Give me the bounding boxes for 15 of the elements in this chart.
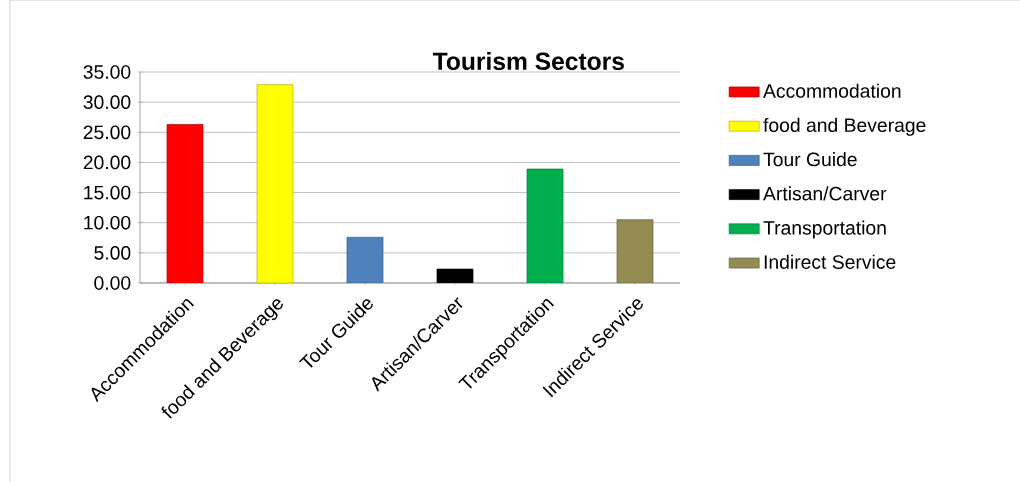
y-tick-label: 30.00 [83, 95, 131, 109]
legend-label: Indirect Service [764, 254, 896, 269]
legend-label: Accommodation [763, 83, 901, 98]
legend-label: Tour Guide [763, 152, 857, 167]
chart-title: Tourism Sectors [432, 51, 624, 71]
y-tick-label: 5.00 [94, 246, 131, 260]
y-tick-label: 10.00 [84, 215, 131, 230]
legend-label: food and Beverage [763, 117, 926, 136]
legend-label: Artisan/Carver [763, 186, 887, 201]
y-tick-label: 15.00 [84, 185, 131, 200]
y-tick-label: 20.00 [83, 155, 131, 170]
y-tick-label: 25.00 [83, 125, 131, 140]
y-tick-label: 0.00 [94, 276, 131, 290]
y-tick-label: 35.00 [83, 65, 131, 79]
legend-label: Transportation [763, 220, 886, 239]
